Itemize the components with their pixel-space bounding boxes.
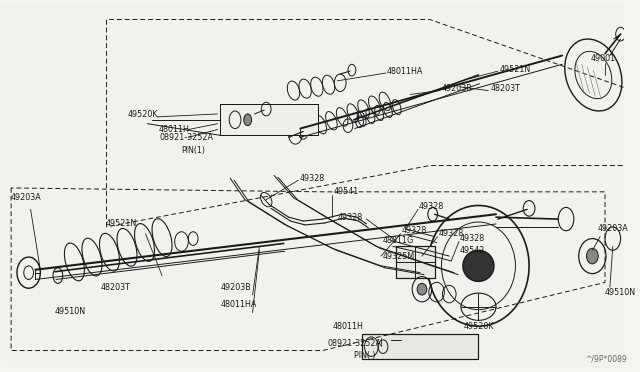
Bar (362, 334, 479, 359)
Text: 49203A: 49203A (11, 193, 42, 202)
Text: 48011G: 48011G (383, 236, 414, 245)
Bar (362, 334, 479, 359)
Text: PIN(1): PIN(1) (182, 147, 205, 155)
Text: 49203B: 49203B (442, 84, 472, 93)
Text: 49510N: 49510N (605, 288, 636, 296)
Text: 49510N: 49510N (55, 307, 86, 316)
Text: 49541: 49541 (333, 187, 358, 196)
Bar (220, 104, 318, 135)
Bar (396, 246, 435, 278)
Bar (396, 246, 435, 278)
Text: 49203B: 49203B (220, 283, 251, 292)
Text: 48203T: 48203T (100, 283, 131, 292)
Text: 49521N: 49521N (106, 219, 137, 228)
Ellipse shape (586, 248, 598, 264)
Text: 49520K: 49520K (128, 110, 159, 119)
Bar (220, 104, 318, 135)
Text: 49328: 49328 (419, 202, 444, 211)
Text: 49328: 49328 (460, 234, 485, 243)
Text: 48011H: 48011H (159, 125, 190, 134)
Text: 08921-3252A: 08921-3252A (328, 339, 381, 348)
Text: 49328: 49328 (300, 174, 324, 183)
Text: PIN( ): PIN( ) (354, 351, 375, 360)
Text: 49328: 49328 (401, 226, 427, 235)
Ellipse shape (463, 250, 494, 281)
Text: 48203T: 48203T (490, 84, 520, 93)
Ellipse shape (417, 283, 427, 295)
Text: 49520K: 49520K (464, 322, 494, 331)
Text: 48011HA: 48011HA (387, 67, 423, 76)
Ellipse shape (244, 114, 252, 126)
Text: 48011H: 48011H (332, 322, 364, 331)
Text: 49328: 49328 (438, 229, 464, 238)
Text: 49542: 49542 (460, 246, 485, 255)
Text: 49328: 49328 (337, 213, 362, 222)
Text: ^/9P*0089: ^/9P*0089 (586, 355, 627, 364)
Text: 49203A: 49203A (597, 224, 628, 233)
Text: 48011HA: 48011HA (220, 300, 257, 309)
Text: 49325M: 49325M (383, 251, 415, 261)
Text: 08921-3252A: 08921-3252A (159, 133, 213, 142)
Text: 49001: 49001 (591, 54, 616, 63)
Text: 49521N: 49521N (500, 65, 531, 74)
